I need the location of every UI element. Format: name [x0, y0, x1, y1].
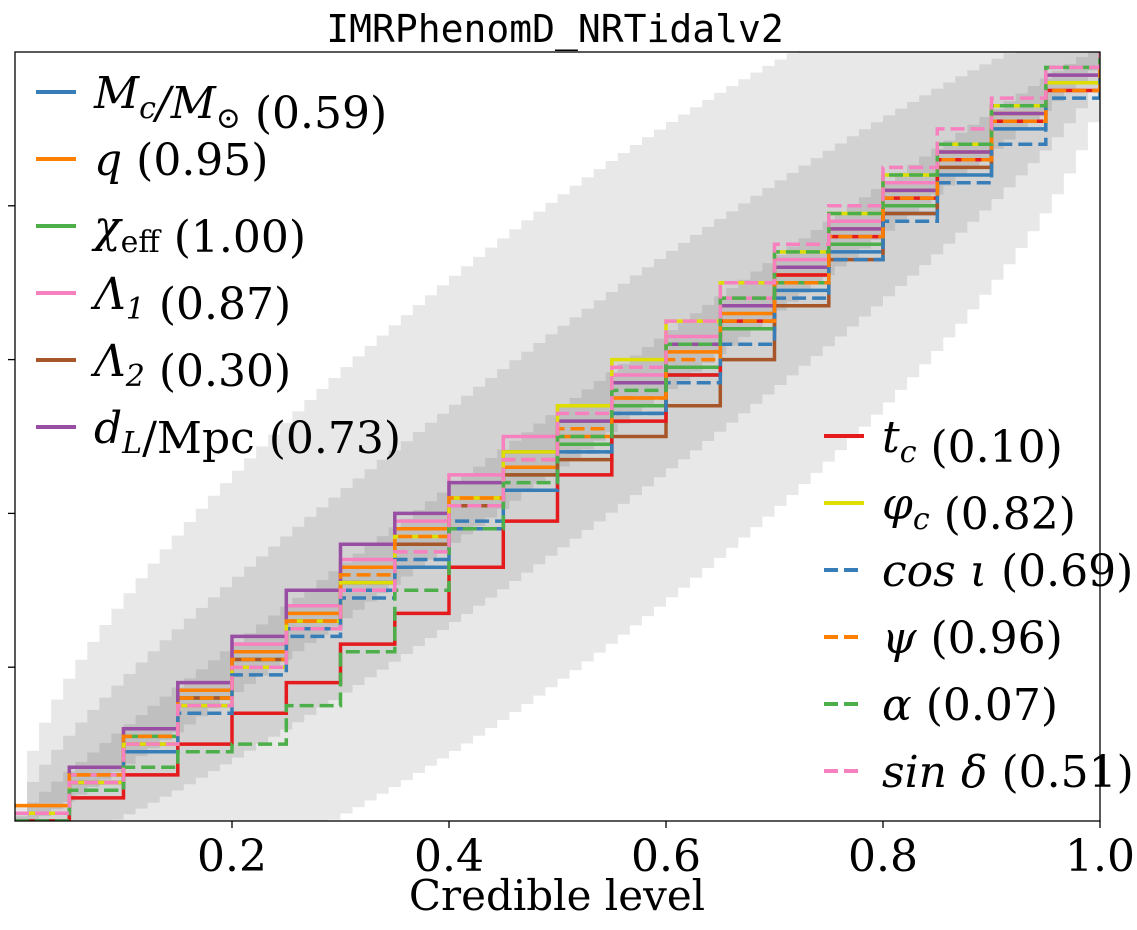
- legend-upper-left: Mc/M⊙ (0.59)q (0.95) χeff (1.00)Λ1 (0.87)…: [36, 68, 401, 464]
- x-axis-label: Credible level: [409, 871, 705, 920]
- legend-entry-label: dL/Mpc (0.73): [94, 403, 401, 464]
- legend-entry-label: α (0.07): [882, 680, 1058, 731]
- series-line-11: [15, 52, 1100, 821]
- plot-frame: [14, 51, 1101, 822]
- legend-lower-right: tc (0.10)φc (0.82) cos ι (0.69) ψ (0.96) α …: [824, 412, 1134, 798]
- x-tick-label: 0.6: [631, 831, 701, 882]
- series-line-12: [15, 52, 1100, 816]
- legend-entry-label: Mc/M⊙ (0.59): [93, 68, 387, 139]
- legend-entry-label: ψ (0.96): [882, 613, 1063, 664]
- chart-title: IMRPhenomD_NRTidalv2: [326, 7, 784, 52]
- legend-entry-label: χeff (1.00): [91, 202, 306, 263]
- legend-entry-label: Λ1 (0.87): [90, 269, 291, 330]
- legend-entry-label: tc (0.10): [882, 412, 1063, 473]
- y-axis-ticks: [8, 205, 15, 668]
- legends: Mc/M⊙ (0.59)q (0.95) χeff (1.00)Λ1 (0.87)…: [36, 68, 1134, 798]
- legend-entry-label: sin δ (0.51): [882, 747, 1134, 798]
- legend-entry-label: cos ι (0.69): [882, 546, 1133, 597]
- x-tick-label: 0.4: [414, 831, 484, 882]
- x-tick-label: 0.8: [848, 831, 918, 882]
- x-tick-label: 0.2: [197, 831, 267, 882]
- legend-entry-label: φc (0.82): [882, 479, 1076, 540]
- series-lines: [15, 52, 1100, 821]
- x-tick-label: 1.0: [1065, 831, 1135, 882]
- x-axis-ticks: 0.2 0.4 0.6 0.8 1.0: [197, 821, 1135, 882]
- legend-entry-label: q (0.95): [94, 135, 268, 186]
- legend-entry-label: Λ2 (0.30): [90, 336, 291, 397]
